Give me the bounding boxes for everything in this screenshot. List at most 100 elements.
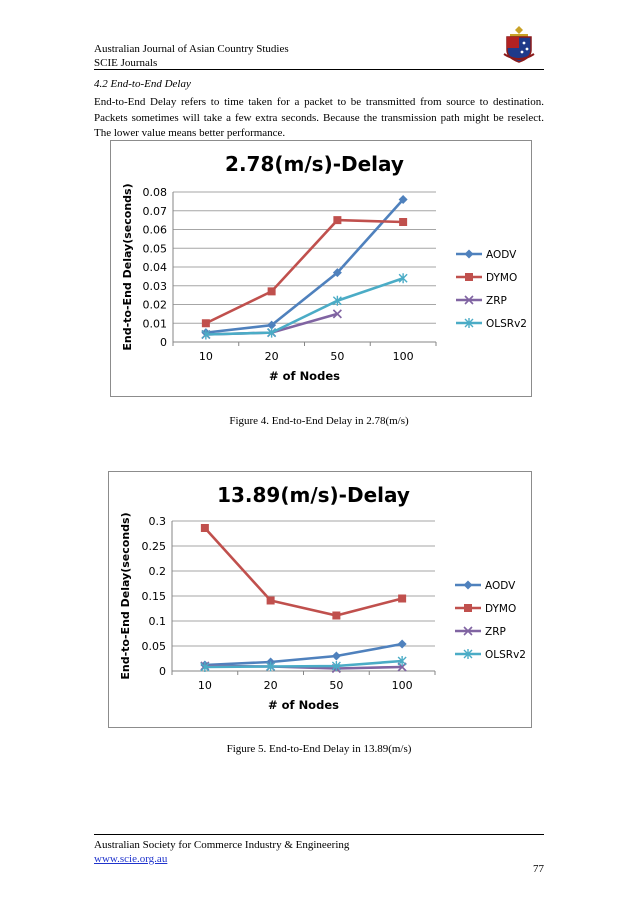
y-tick-label: 0.05 xyxy=(143,242,168,255)
series-line xyxy=(204,659,403,669)
data-point xyxy=(200,662,210,672)
data-point xyxy=(200,524,209,532)
legend-marker xyxy=(464,318,474,328)
y-tick-label: 0.15 xyxy=(142,590,167,603)
data-point xyxy=(201,329,211,340)
legend-entry: ZRP xyxy=(455,626,506,638)
legend-label: ZRP xyxy=(485,626,506,638)
x-tick-label: 100 xyxy=(392,679,413,692)
data-point xyxy=(267,287,276,296)
data-point xyxy=(332,309,342,319)
y-axis-label: End-to-End Delay(seconds) xyxy=(119,512,132,679)
series-line xyxy=(203,527,403,617)
x-tick-label: 50 xyxy=(329,679,343,692)
series-line xyxy=(204,642,403,667)
data-point xyxy=(332,295,342,306)
footer-society: Australian Society for Commerce Industry… xyxy=(94,839,350,851)
legend-marker xyxy=(464,295,474,305)
page-number: 77 xyxy=(533,863,544,875)
data-point xyxy=(397,656,407,666)
legend-label: ZRP xyxy=(486,295,507,307)
legend-label: OLSRv2 xyxy=(486,318,527,330)
legend-label: AODV xyxy=(485,580,516,592)
section-title: 4.2 End-to-End Delay xyxy=(94,78,191,90)
y-tick-label: 0.06 xyxy=(143,224,168,237)
journal-crest-logo xyxy=(503,26,535,63)
section-paragraph: End-to-End Delay refers to time taken fo… xyxy=(94,96,544,139)
legend-entry: OLSRv2 xyxy=(456,318,527,330)
legend-label: AODV xyxy=(486,249,517,261)
y-tick-label: 0.04 xyxy=(143,261,168,274)
series-dymo xyxy=(200,524,407,620)
y-tick-label: 0.3 xyxy=(149,515,167,528)
y-tick-label: 0.25 xyxy=(142,540,167,553)
data-point xyxy=(398,195,408,204)
delay-chart-2-78: 2.78(m/s)-Delay 0 0.01 0.02 0.03 0.04 0.05 0.06… xyxy=(110,140,532,397)
y-tick-label: 0.08 xyxy=(143,186,168,199)
x-tick-label: 20 xyxy=(264,679,278,692)
y-tick-label: 0.1 xyxy=(149,615,167,628)
y-tick-label: 0 xyxy=(160,336,167,349)
chart-title: 2.78(m/s)-Delay xyxy=(225,152,404,176)
legend-entry: OLSRv2 xyxy=(455,649,526,661)
y-tick-label: 0.01 xyxy=(143,317,168,330)
series-line xyxy=(205,277,404,336)
series-olsrv2 xyxy=(200,656,407,672)
x-tick-label: 50 xyxy=(330,350,344,363)
running-header: Australian Journal of Asian Country Stud… xyxy=(94,42,289,70)
legend-entry: DYMO xyxy=(456,272,517,284)
y-tick-label: 0.03 xyxy=(143,280,168,293)
footer: Australian Society for Commerce Industry… xyxy=(94,838,349,866)
series-olsrv2 xyxy=(201,273,408,340)
data-point xyxy=(267,320,277,330)
x-tick-label: 10 xyxy=(198,679,212,692)
data-point xyxy=(332,611,341,620)
data-point xyxy=(331,661,341,671)
data-point xyxy=(331,651,341,661)
y-axis-label: End-to-End Delay(seconds) xyxy=(121,183,134,350)
legend-entry: ZRP xyxy=(456,295,507,307)
footer-rule xyxy=(94,834,544,835)
data-point xyxy=(398,594,407,603)
legend-marker xyxy=(463,649,473,659)
data-point xyxy=(201,319,210,328)
legend-entry: AODV xyxy=(456,249,517,261)
publisher-name: SCIE Journals xyxy=(94,57,158,69)
y-tick-label: 0.2 xyxy=(149,565,167,578)
data-point xyxy=(266,661,276,672)
legend-label: DYMO xyxy=(485,603,516,615)
legend-entry: DYMO xyxy=(455,603,516,615)
chart-svg: 13.89(m/s)-Delay 0 0.05 0.1 0.15 0.2 0.25 0.3 10… xyxy=(119,483,526,712)
y-tick-label: 0.02 xyxy=(143,299,168,312)
data-point xyxy=(397,639,407,649)
header-rule xyxy=(94,69,544,70)
data-point xyxy=(332,268,342,278)
legend-marker xyxy=(464,249,474,259)
footer-link[interactable]: www.scie.org.au xyxy=(94,853,168,865)
data-point xyxy=(266,596,275,605)
delay-chart-13-89: 13.89(m/s)-Delay 0 0.05 0.1 0.15 0.2 0.25 0.3 10… xyxy=(108,471,532,728)
chart-title: 13.89(m/s)-Delay xyxy=(217,483,410,507)
x-tick-label: 100 xyxy=(393,350,414,363)
x-axis-label: # of Nodes xyxy=(269,369,340,383)
data-point xyxy=(267,327,277,338)
legend-entry: AODV xyxy=(455,580,516,592)
x-axis-label: # of Nodes xyxy=(268,698,339,712)
chart-svg: 2.78(m/s)-Delay 0 0.01 0.02 0.03 0.04 0.05 0.06… xyxy=(121,152,527,383)
data-point xyxy=(399,218,408,226)
y-tick-label: 0 xyxy=(159,665,166,678)
legend-label: DYMO xyxy=(486,272,517,284)
x-tick-label: 10 xyxy=(199,350,213,363)
data-point xyxy=(333,216,342,225)
legend-marker xyxy=(463,626,473,636)
figure-5-caption: Figure 5. End-to-End Delay in 13.89(m/s) xyxy=(226,743,412,755)
data-point xyxy=(398,273,408,284)
series-dymo xyxy=(201,216,408,328)
journal-name: Australian Journal of Asian Country Stud… xyxy=(94,43,289,55)
legend-marker xyxy=(463,580,473,590)
series-line xyxy=(205,198,405,334)
y-tick-label: 0.07 xyxy=(143,205,168,218)
y-tick-label: 0.05 xyxy=(142,640,167,653)
legend-marker xyxy=(464,604,472,612)
series-line xyxy=(205,218,404,325)
